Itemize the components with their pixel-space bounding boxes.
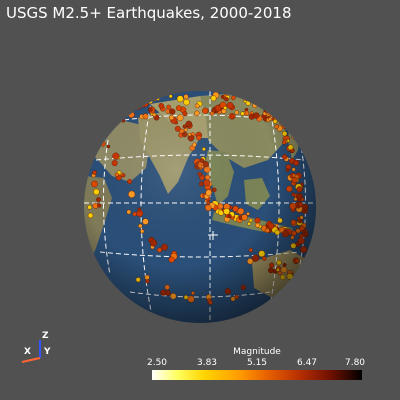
quake-point — [111, 115, 117, 121]
x-axis-line — [21, 357, 41, 363]
quake-point — [268, 103, 275, 110]
colorbar-tick: 6.47 — [296, 358, 318, 368]
quake-point — [96, 106, 101, 111]
quake-point — [108, 110, 115, 118]
quake-point — [129, 97, 136, 105]
quake-point — [131, 102, 137, 108]
colorbar-tick: 3.83 — [196, 358, 218, 368]
plot-title: USGS M2.5+ Earthquakes, 2000-2018 — [6, 4, 292, 22]
quake-point — [105, 115, 113, 123]
axis-label-y: Y — [43, 347, 51, 357]
quake-point — [94, 119, 102, 127]
quake-point — [269, 100, 274, 105]
colorbar-tick: 7.80 — [344, 358, 366, 368]
quake-point — [95, 118, 102, 126]
quake-point — [120, 104, 126, 110]
axis-label-z: Z — [42, 331, 49, 341]
quake-point — [270, 109, 276, 116]
magnitude-colorbar: Magnitude 2.50 3.83 5.15 6.47 7.80 — [146, 346, 366, 392]
quake-point — [101, 124, 106, 129]
colorbar-tick: 5.15 — [246, 358, 268, 368]
axis-label-x: X — [24, 347, 31, 357]
quake-point — [92, 137, 99, 144]
quake-point — [99, 109, 106, 116]
quake-point — [114, 103, 121, 110]
quake-point — [257, 97, 261, 101]
quake-point — [88, 114, 93, 119]
sphere-shading — [84, 91, 316, 323]
quake-point — [261, 100, 268, 106]
quake-point — [256, 100, 262, 106]
colorbar-tick: 2.50 — [146, 358, 168, 368]
center-marker — [208, 231, 218, 240]
colorbar-title: Magnitude — [233, 347, 281, 357]
colorbar-ticks: 2.50 3.83 5.15 6.47 7.80 — [146, 358, 366, 370]
quake-point — [101, 115, 106, 121]
quake-point — [106, 111, 111, 117]
quake-point — [100, 118, 108, 126]
quake-point — [108, 108, 115, 115]
quake-point — [267, 96, 272, 102]
colorbar-gradient — [152, 370, 362, 380]
quake-point — [126, 101, 134, 109]
orientation-axes: Z X Y — [21, 331, 51, 363]
quake-point — [299, 265, 307, 272]
quake-point — [262, 105, 269, 111]
